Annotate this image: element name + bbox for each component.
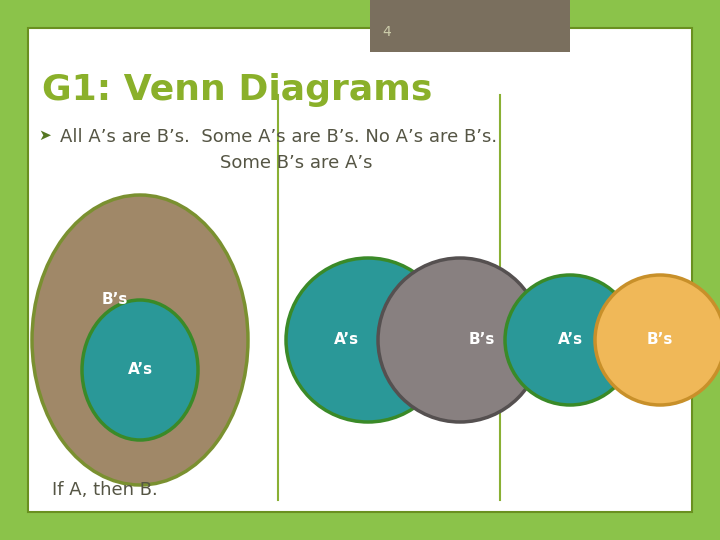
Ellipse shape: [378, 258, 542, 422]
Ellipse shape: [82, 300, 198, 440]
Ellipse shape: [286, 258, 450, 422]
Text: ➤: ➤: [38, 128, 50, 143]
Ellipse shape: [595, 275, 720, 405]
Ellipse shape: [505, 275, 635, 405]
Bar: [28, 28, 692, 512]
Text: A’s: A’s: [333, 333, 359, 348]
Text: A’s: A’s: [127, 362, 153, 377]
Bar: [370, 0, 570, 52]
Ellipse shape: [32, 195, 248, 485]
Text: Some B’s are A’s: Some B’s are A’s: [220, 154, 372, 172]
Text: All A’s are B’s.  Some A’s are B’s. No A’s are B’s.: All A’s are B’s. Some A’s are B’s. No A’…: [60, 128, 497, 146]
Text: 4: 4: [382, 25, 391, 39]
Text: A’s: A’s: [557, 333, 582, 348]
Text: If A, then B.: If A, then B.: [52, 481, 158, 499]
Text: B’s: B’s: [469, 333, 495, 348]
Text: B’s: B’s: [102, 293, 128, 307]
Text: G1: Venn Diagrams: G1: Venn Diagrams: [42, 73, 433, 107]
Text: B’s: B’s: [647, 333, 673, 348]
